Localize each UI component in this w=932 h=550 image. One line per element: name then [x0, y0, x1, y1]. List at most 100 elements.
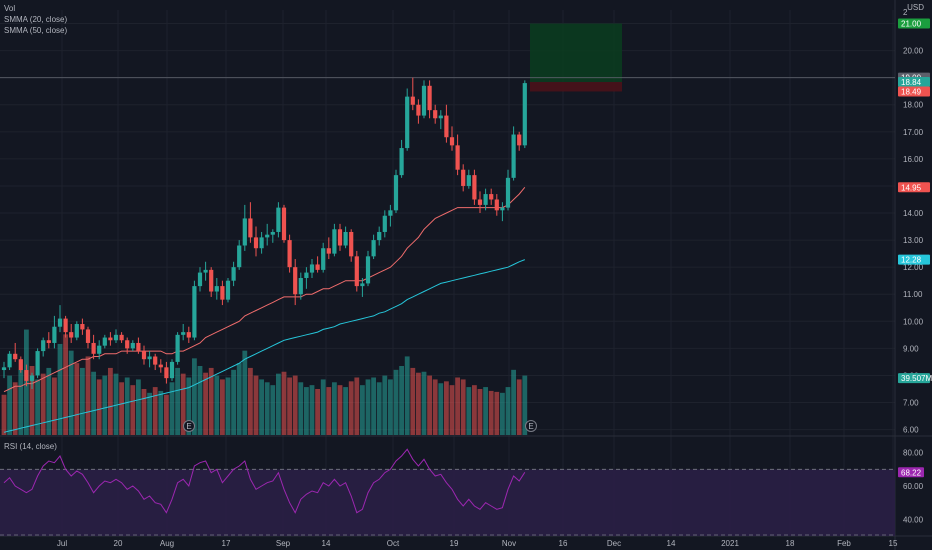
candle-body [477, 199, 483, 205]
volume-bar [1, 394, 7, 435]
volume-bar [180, 373, 186, 435]
candle-body [231, 267, 236, 281]
earnings-marker-circle [525, 420, 537, 432]
grid-lines [0, 10, 895, 536]
volume-bar [259, 379, 264, 435]
candle-body [85, 329, 91, 343]
volume-bar [315, 389, 320, 435]
price-tag-label: 18.49 [901, 87, 922, 96]
legend-volume: Vol [4, 4, 16, 13]
smma50-line [3, 259, 525, 433]
candle [80, 318, 85, 335]
volume-bar [483, 387, 488, 435]
price-tag: 18.49 [898, 86, 930, 97]
volume-bar [466, 387, 472, 435]
candle [343, 226, 348, 249]
volume-bar [281, 371, 287, 435]
candle-body [237, 245, 242, 268]
candle [119, 332, 124, 343]
price-tag-bg [898, 373, 930, 384]
candle [326, 237, 331, 260]
volume-bar [320, 379, 326, 435]
price-tag-bg [898, 77, 930, 88]
candle [130, 340, 135, 352]
candle-body [248, 218, 253, 238]
volume-bar [410, 367, 416, 435]
volume-bar [225, 377, 231, 435]
candle [108, 332, 113, 346]
candle [489, 188, 494, 205]
candle-body [181, 332, 186, 335]
candle-body [287, 240, 292, 268]
candle [371, 234, 376, 260]
volume-bar [220, 379, 225, 435]
earnings-marker: E [525, 420, 537, 432]
volume-bar [208, 367, 214, 435]
price-tag-bg [898, 254, 930, 265]
candle-body [461, 169, 466, 186]
candle [197, 267, 203, 292]
candle [298, 272, 303, 300]
price-tag-label: 21.00 [901, 20, 922, 29]
price-tag-label: 39.507M [901, 374, 932, 383]
candle-body [399, 148, 404, 176]
price-tag-bg [898, 182, 930, 193]
candle [175, 332, 180, 365]
candle-body [500, 207, 505, 211]
candle-body [298, 277, 303, 295]
rsi-last-tag: 68.22 [898, 467, 924, 478]
volume-bar [141, 389, 147, 435]
candle [433, 104, 438, 124]
candle [13, 342, 18, 362]
candle [354, 250, 359, 292]
candle-body [24, 370, 29, 381]
candle-body [153, 356, 158, 365]
candle [494, 194, 499, 216]
candle [97, 340, 102, 360]
rsi-last-tag-label: 68.22 [901, 468, 922, 477]
volume-bar [472, 385, 477, 435]
candle-body [225, 280, 231, 300]
candle [113, 329, 119, 343]
currency-label[interactable]: USD [907, 3, 924, 12]
rsi-axis-label: 60.00 [903, 482, 924, 491]
volume-bar [29, 366, 35, 435]
volume-bar [253, 375, 259, 435]
candle [265, 223, 270, 246]
volume-bar [113, 373, 119, 435]
volume-bar [40, 373, 46, 435]
candle [46, 332, 51, 349]
candle [410, 77, 415, 111]
volume-bar [404, 356, 410, 435]
candle-body [315, 264, 320, 270]
candle-body [416, 104, 421, 116]
price-tag: 14.95 [898, 182, 930, 193]
candle-body [52, 326, 57, 343]
candle [186, 326, 191, 343]
volume-bar [500, 392, 505, 435]
candle-body [360, 283, 365, 287]
price-axis-label: 12.00 [903, 263, 924, 272]
candle [309, 259, 315, 278]
smma20-line [3, 186, 526, 393]
candle [220, 280, 225, 306]
candle-body [97, 345, 102, 354]
rsi-axis: 80.00 60.00 40.00 [903, 449, 924, 525]
time-axis-label: 18 [786, 539, 795, 548]
time-axis-label: Nov [502, 539, 516, 548]
volume-bar [371, 377, 376, 435]
volume-bar [248, 367, 253, 435]
candle-body [63, 318, 68, 333]
candle [181, 324, 186, 341]
volume-bar [130, 385, 136, 435]
price-axis-label: 11.00 [903, 290, 923, 299]
candle [192, 280, 197, 341]
candle-body [309, 264, 315, 273]
volume-bar [276, 373, 281, 435]
candle [169, 359, 175, 381]
candle [349, 229, 354, 262]
candle-body [483, 194, 488, 205]
candle [102, 334, 107, 349]
volume-bar [197, 366, 203, 435]
